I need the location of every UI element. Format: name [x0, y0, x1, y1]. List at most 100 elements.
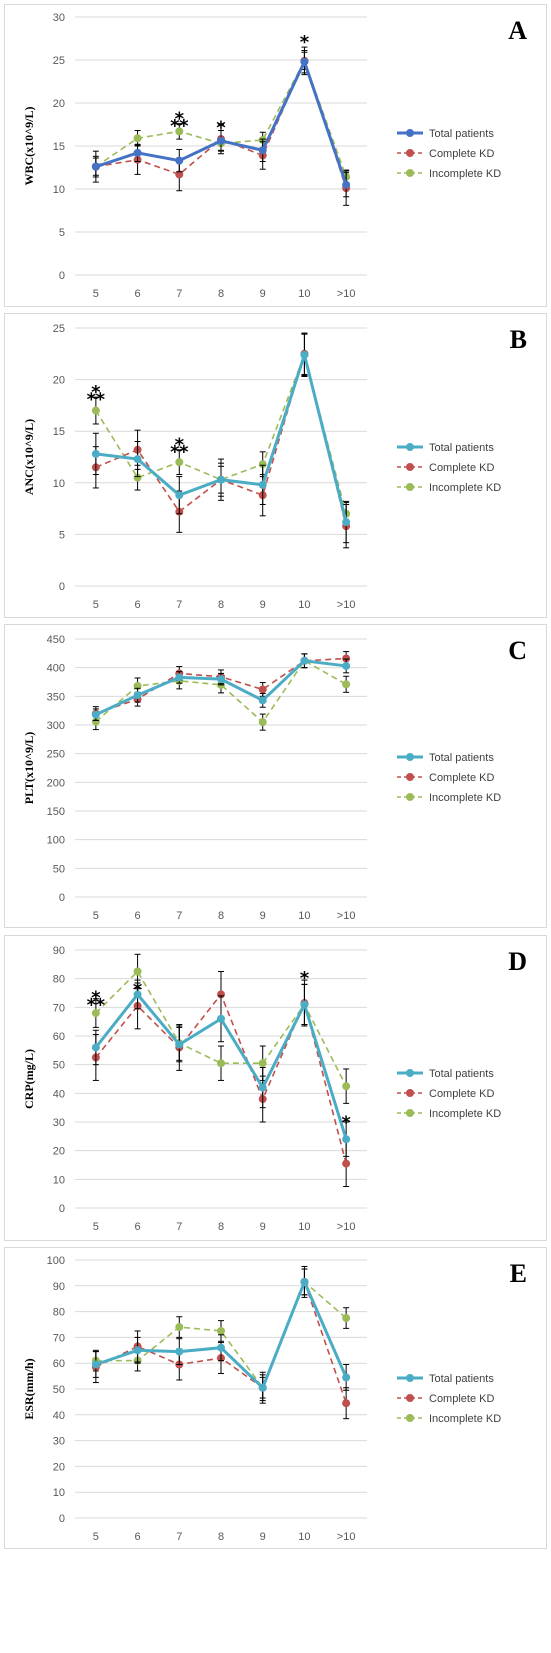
- y-tick-label: 250: [47, 749, 65, 761]
- chart-panel-a: 0 5 10 15 20 25 30 5 6 7 8 9 10 >10 WBC(x10^9/L) A ⁂ * * To…: [4, 4, 547, 307]
- y-tick-label: 20: [53, 1146, 65, 1158]
- data-point: [217, 1014, 225, 1023]
- data-point: [342, 661, 351, 670]
- data-point: [258, 146, 267, 155]
- x-tick-label: 9: [260, 1531, 266, 1543]
- legend-label: Incomplete KD: [429, 482, 501, 494]
- data-point: [91, 406, 100, 415]
- data-point: [175, 127, 184, 136]
- significance-marker: ⁂: [87, 989, 106, 1010]
- data-point: [91, 1009, 100, 1018]
- x-tick-label: 10: [298, 288, 310, 300]
- data-point: [91, 1043, 100, 1052]
- x-tick-label: 9: [260, 288, 266, 300]
- data-point: [300, 1000, 309, 1009]
- y-tick-label: 15: [53, 426, 65, 438]
- panel-label: B: [510, 325, 527, 354]
- y-tick-label: 80: [53, 1307, 65, 1319]
- significance-marker: ⁂: [87, 384, 106, 405]
- x-tick-label: 8: [218, 1221, 224, 1233]
- y-axis-label: WBC(x10^9/L): [22, 107, 36, 186]
- y-tick-label: 30: [53, 1117, 65, 1129]
- x-tick-label: 5: [93, 910, 99, 922]
- data-point: [258, 460, 267, 469]
- data-point: [342, 680, 351, 689]
- legend-swatch-marker: [406, 1109, 414, 1117]
- significance-marker: *: [300, 968, 310, 989]
- legend-label: Total patients: [429, 752, 494, 764]
- y-tick-label: 70: [53, 1332, 65, 1344]
- legend-label: Incomplete KD: [429, 168, 501, 180]
- data-point: [342, 180, 351, 189]
- x-tick-label: 6: [135, 288, 141, 300]
- x-tick-label: 6: [135, 599, 141, 611]
- data-point: [217, 1326, 225, 1335]
- data-point: [175, 491, 184, 500]
- data-point: [258, 696, 267, 705]
- data-point: [258, 1059, 267, 1068]
- legend-label: Incomplete KD: [429, 792, 501, 804]
- legend-label: Incomplete KD: [429, 1413, 501, 1425]
- legend-swatch-marker: [406, 463, 414, 471]
- x-tick-label: 5: [93, 288, 99, 300]
- data-point: [342, 1314, 351, 1323]
- y-tick-label: 60: [53, 1358, 65, 1370]
- y-tick-label: 80: [53, 974, 65, 986]
- y-tick-label: 20: [53, 98, 65, 110]
- x-tick-label: 10: [298, 1531, 310, 1543]
- legend-label: Total patients: [429, 128, 494, 140]
- chart-panel-d: 0 10 20 30 40 50 60 70 80 90 5 6 7 8 9 10 >10 CRP(mg/L) D ⁂…: [4, 935, 547, 1241]
- data-point: [300, 1277, 309, 1286]
- y-tick-label: 25: [53, 55, 65, 67]
- y-tick-label: 90: [53, 945, 65, 957]
- x-tick-label: 8: [218, 288, 224, 300]
- x-tick-label: 6: [135, 1531, 141, 1543]
- y-tick-label: 100: [47, 835, 65, 847]
- legend-label: Total patients: [429, 1068, 494, 1080]
- y-tick-label: 20: [53, 1461, 65, 1473]
- x-tick-label: 8: [218, 1531, 224, 1543]
- y-tick-label: 0: [59, 1203, 65, 1215]
- y-tick-label: 90: [53, 1281, 65, 1293]
- y-tick-label: 150: [47, 806, 65, 818]
- data-point: [342, 1399, 351, 1408]
- y-axis-label: CRP(mg/L): [22, 1049, 36, 1109]
- data-point: [133, 473, 142, 482]
- data-point: [342, 1082, 351, 1091]
- x-tick-label: 8: [218, 599, 224, 611]
- chart-panel-e: 0 10 20 30 40 50 60 70 80 90 100 5 6 7 8 9 10 >10 ESR(mm/h…: [4, 1247, 547, 1549]
- data-point: [175, 673, 184, 682]
- legend-swatch-marker: [406, 1374, 414, 1382]
- y-tick-label: 50: [53, 1384, 65, 1396]
- y-tick-label: 0: [59, 581, 65, 593]
- legend-swatch-marker: [406, 1414, 414, 1422]
- y-tick-label: 10: [53, 478, 65, 490]
- data-point: [217, 990, 225, 999]
- y-tick-label: 10: [53, 1174, 65, 1186]
- data-point: [175, 458, 184, 467]
- data-point: [91, 162, 100, 171]
- legend-swatch-marker: [406, 753, 414, 761]
- legend-label: Incomplete KD: [429, 1108, 501, 1120]
- y-tick-label: 350: [47, 691, 65, 703]
- x-tick-label: 8: [218, 910, 224, 922]
- x-tick-label: >10: [337, 1531, 356, 1543]
- x-tick-label: 10: [298, 599, 310, 611]
- y-tick-label: 300: [47, 720, 65, 732]
- chart-e-svg: 0 10 20 30 40 50 60 70 80 90 100 5 6 7 8 9 10 >10 ESR(mm/h…: [22, 1255, 527, 1543]
- y-tick-label: 100: [47, 1255, 65, 1267]
- data-point: [91, 1360, 100, 1369]
- y-tick-label: 20: [53, 375, 65, 387]
- y-axis-label: PLT(x10^9/L): [22, 732, 36, 805]
- data-point: [300, 57, 309, 66]
- legend-swatch-marker: [406, 1394, 414, 1402]
- chart-panel-b: 0 5 10 15 20 25 5 6 7 8 9 10 >10 ANC(x10^9/L) B ⁂ ⁂ Total…: [4, 313, 547, 618]
- x-tick-label: >10: [337, 1221, 356, 1233]
- y-tick-label: 5: [59, 529, 65, 541]
- x-tick-label: 10: [298, 910, 310, 922]
- significance-marker: ⁂: [170, 437, 189, 458]
- significance-marker: *: [341, 1113, 351, 1134]
- legend-label: Complete KD: [429, 1393, 494, 1405]
- x-tick-label: 7: [176, 599, 182, 611]
- data-point: [258, 685, 267, 694]
